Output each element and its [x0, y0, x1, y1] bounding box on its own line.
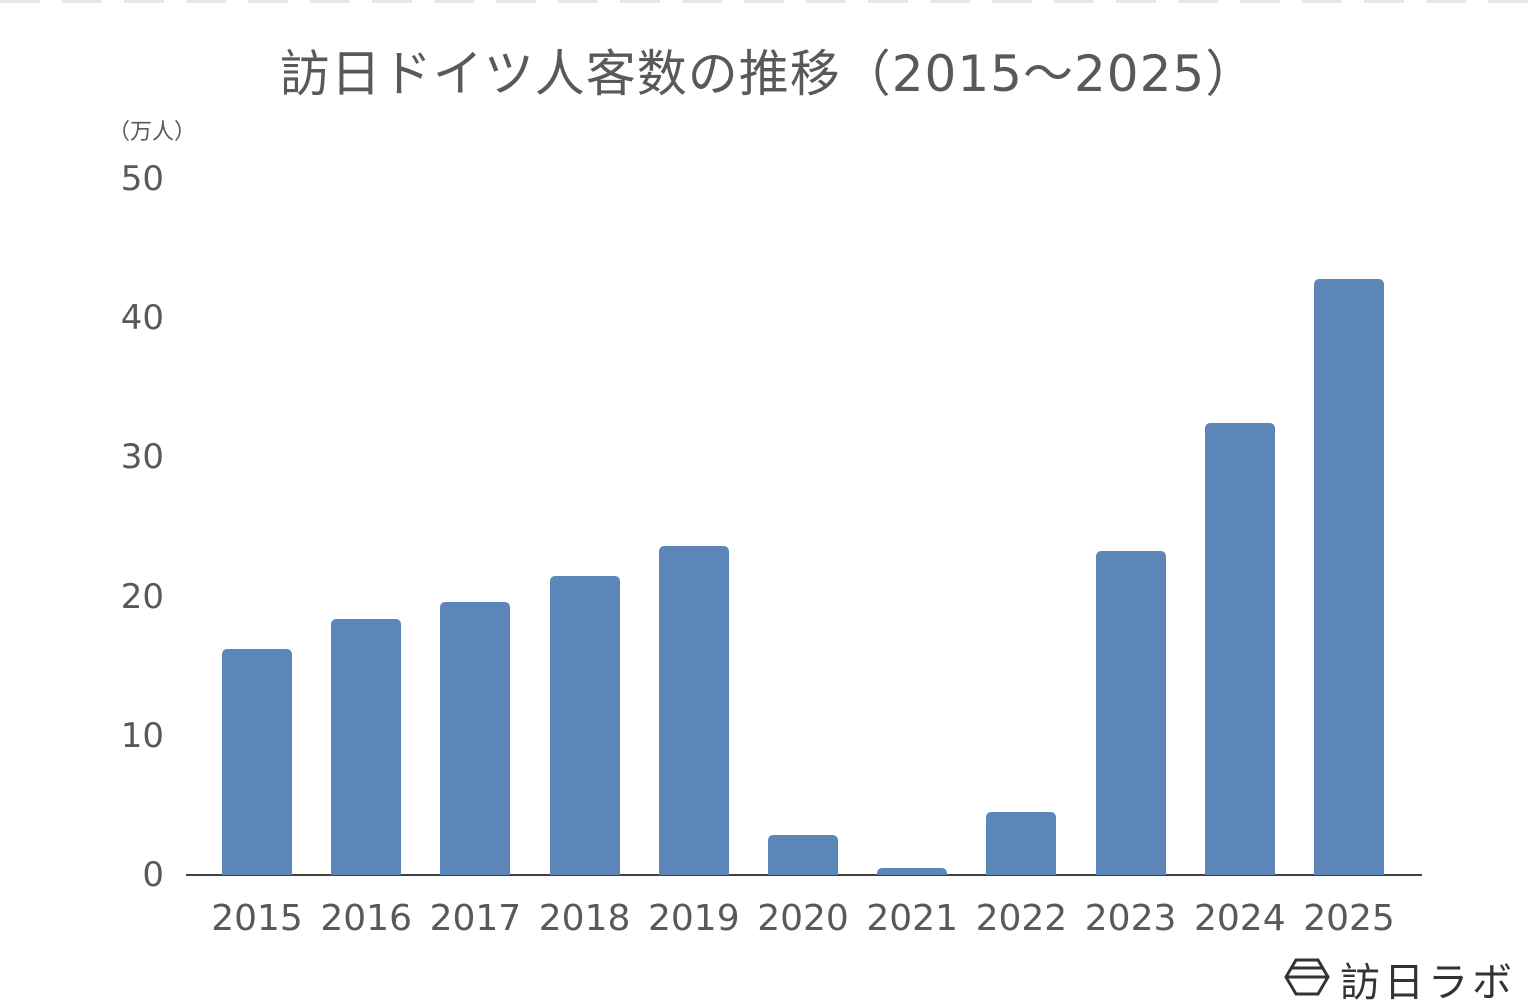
brand-logo: 訪日ラボ — [1284, 950, 1516, 1008]
x-tick-label: 2025 — [1303, 898, 1395, 939]
x-tick-label: 2024 — [1193, 898, 1286, 939]
bar-2020 — [768, 834, 838, 875]
x-tick-label: 2020 — [757, 898, 849, 939]
hexagon-logo-icon — [1284, 957, 1330, 1001]
x-axis-line — [186, 874, 1422, 876]
y-tick-label: 50 — [120, 159, 164, 199]
x-tick-label: 2015 — [211, 898, 303, 939]
bar-2018 — [549, 575, 620, 875]
x-tick-label: 2023 — [1084, 898, 1177, 939]
y-tick-label: 20 — [120, 576, 164, 617]
bar-2024 — [1204, 422, 1275, 875]
bar-2017 — [440, 602, 511, 875]
y-tick-label: 40 — [120, 298, 164, 339]
x-tick-label: 2019 — [647, 898, 740, 939]
x-tick-label: 2021 — [866, 898, 958, 939]
x-tick-label: 2017 — [429, 898, 522, 939]
bar-2015 — [222, 649, 292, 875]
x-tick-label: 2018 — [538, 898, 631, 939]
x-tick-label: 2022 — [975, 898, 1068, 939]
brand-name: 訪日ラボ — [1340, 960, 1516, 1006]
bar-2019 — [658, 546, 729, 875]
bar-2016 — [331, 618, 402, 875]
y-axis-unit-label: （万人） — [108, 120, 197, 145]
chart-title: 訪日ドイツ人客数の推移（2015～2025） — [279, 45, 1257, 103]
y-tick-label: 30 — [120, 437, 164, 478]
bar-2022 — [986, 812, 1057, 875]
y-tick-label: 10 — [120, 715, 164, 756]
y-tick-label: 0 — [142, 855, 164, 895]
top-dashed-border — [0, 0, 1536, 3]
x-tick-label: 2016 — [320, 898, 412, 939]
bar-2021 — [877, 868, 948, 875]
bar-2023 — [1095, 550, 1166, 875]
bar-2025 — [1314, 279, 1384, 875]
